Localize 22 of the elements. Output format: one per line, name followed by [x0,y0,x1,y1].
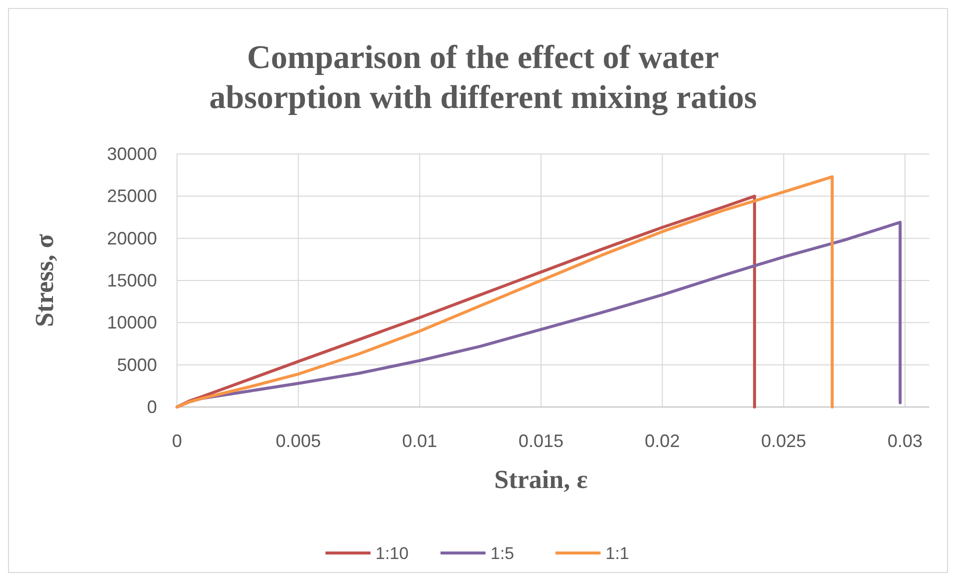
y-tick-label: 20000 [106,228,157,248]
chart-title: Comparison of the effect of water absorption with different mixing ratios [209,40,757,116]
x-tick-label: 0.025 [761,431,806,451]
y-tick-label: 25000 [106,186,157,206]
line-series [176,175,834,408]
legend-label: 1:1 [606,544,630,563]
x-tick-label: 0.02 [644,431,680,451]
y-tick-label: 10000 [106,312,157,333]
legend-label: 1:10 [376,544,409,563]
y-tick-label: 15000 [106,270,157,290]
y-axis-title: Stress, σ [30,234,59,328]
x-tick-label: 0.03 [887,431,923,451]
x-tick-label: 0.005 [276,431,321,451]
y-tick-label: 30000 [106,144,157,164]
y-tick-label: 5000 [116,354,157,375]
x-tick-label: 0.015 [518,431,564,451]
legend-label: 1:5 [490,544,514,563]
x-tick-label: 0 [172,431,182,451]
x-tick-label: 0.01 [402,431,438,451]
y-tick-label: 0 [146,397,157,417]
x-axis-title: Strain, ε [494,465,588,494]
line-series [176,194,756,408]
